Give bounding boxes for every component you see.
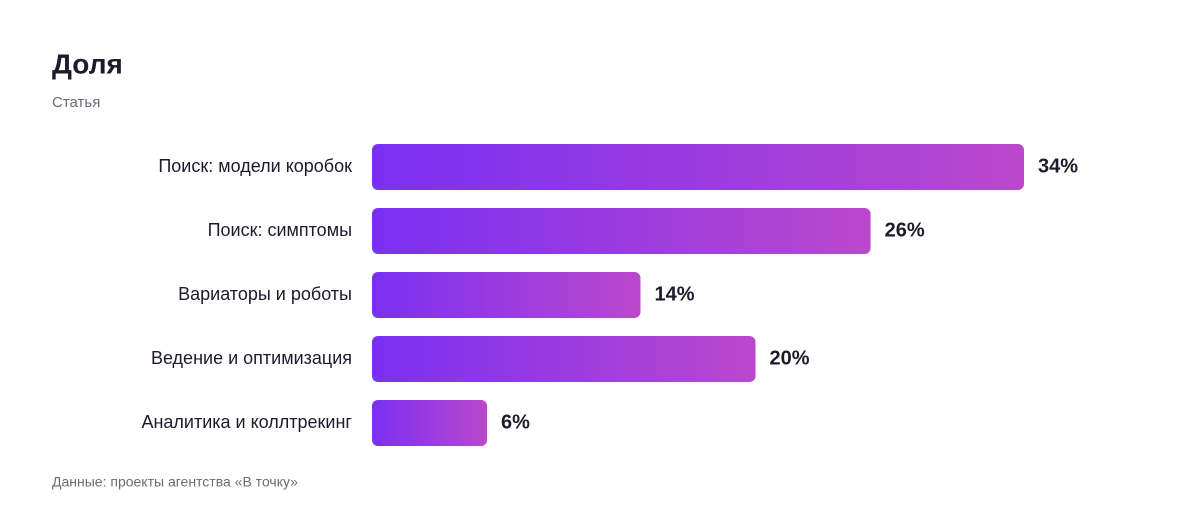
bar [372, 144, 1024, 190]
category-label: Аналитика и коллтрекинг [141, 412, 352, 432]
category-label: Ведение и оптимизация [151, 348, 352, 368]
category-label: Поиск: симптомы [208, 220, 352, 240]
bar [372, 336, 756, 382]
chart-subtitle: Статья [52, 94, 100, 111]
source-note: Данные: проекты агентства «В точку» [52, 474, 298, 490]
category-label: Поиск: модели коробок [158, 156, 352, 176]
bar [372, 400, 488, 446]
bar [372, 272, 641, 318]
bar [372, 208, 871, 254]
value-label: 26% [885, 219, 925, 241]
value-label: 14% [654, 283, 694, 305]
category-label: Вариаторы и роботы [178, 284, 352, 304]
value-label: 34% [1038, 155, 1078, 177]
value-label: 20% [770, 347, 810, 369]
chart-title: Доля [52, 48, 123, 79]
value-label: 6% [501, 411, 530, 433]
